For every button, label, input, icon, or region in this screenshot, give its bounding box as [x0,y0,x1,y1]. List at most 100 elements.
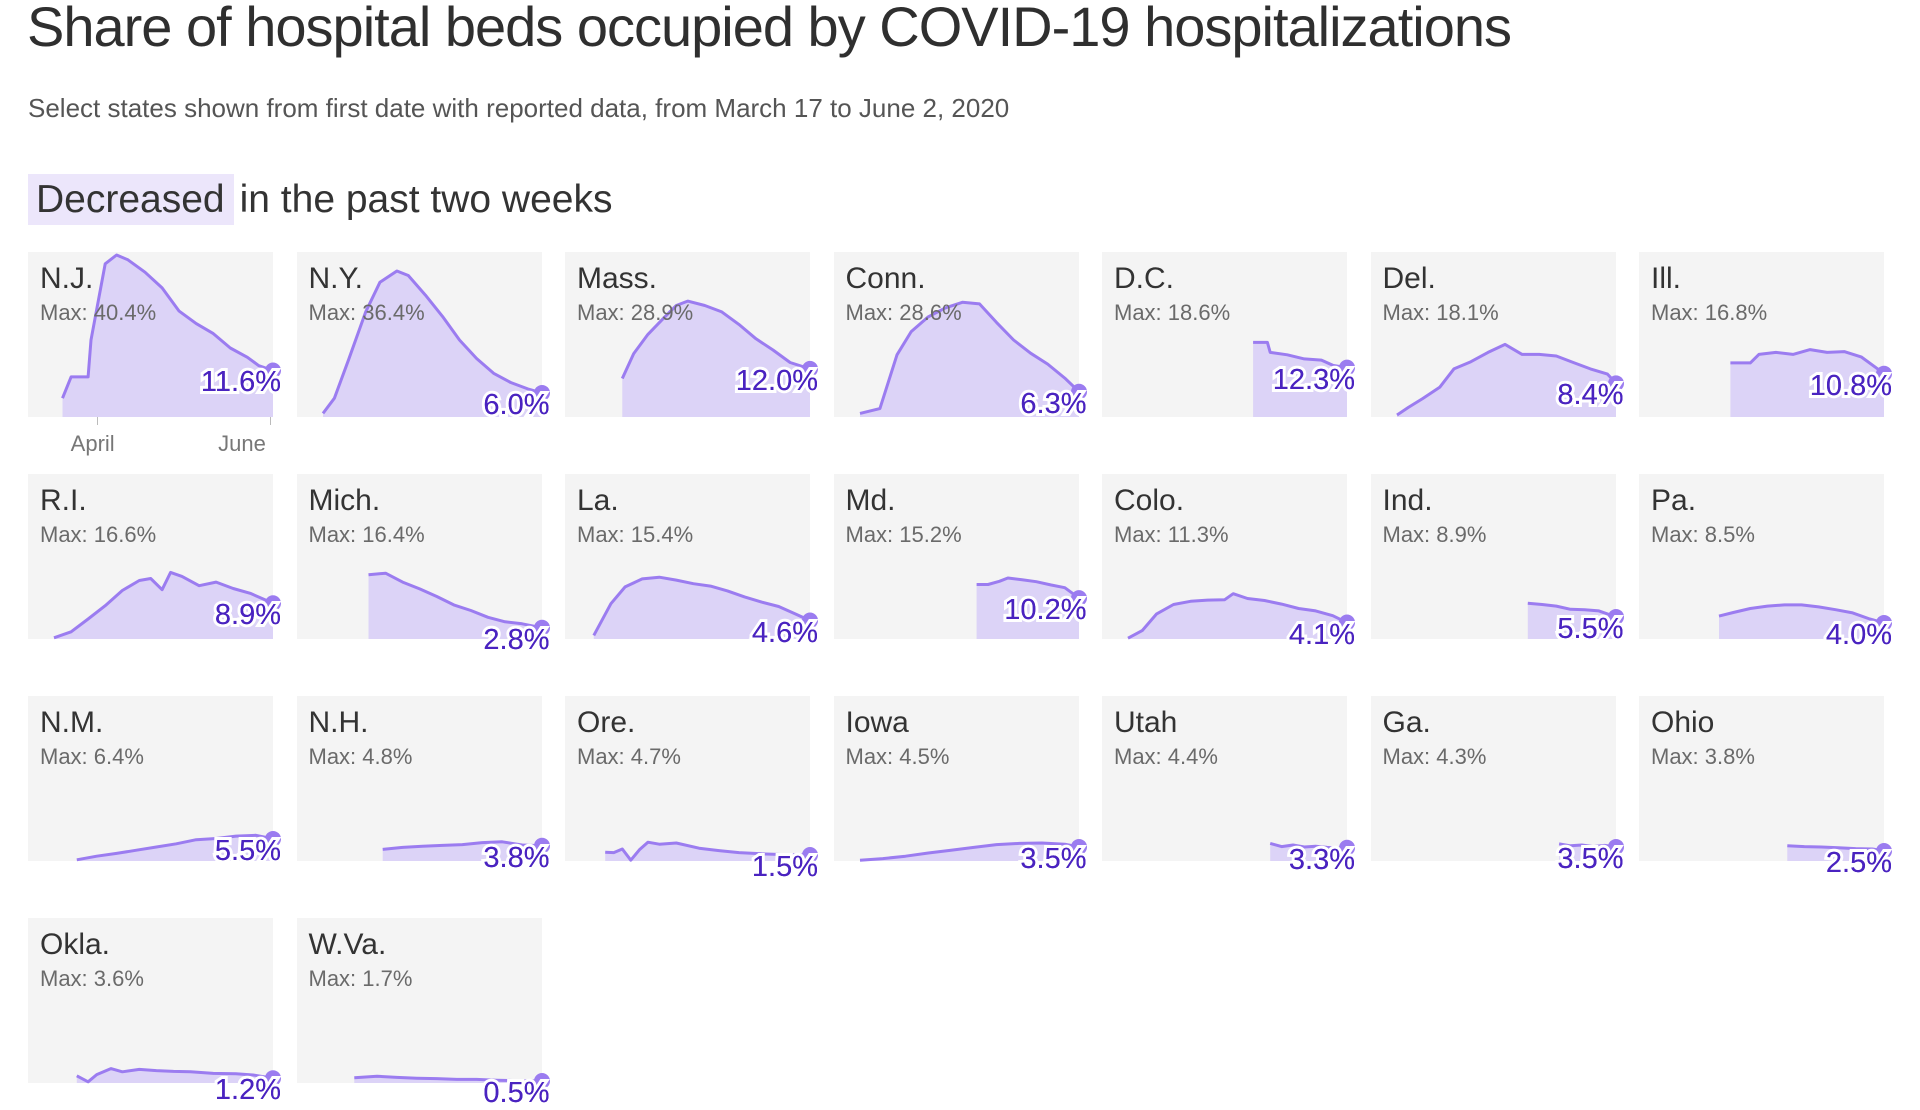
last-value-dot [1070,590,1087,607]
last-value-label: 4.1% [1286,616,1358,654]
last-value-dot [1070,838,1087,855]
state-name: Ohio [1651,706,1715,739]
series-area [1527,603,1616,639]
state-sparkline [367,571,550,639]
last-value-label: 11.6% [198,363,284,401]
state-name: N.J. [40,262,94,295]
state-name: R.I. [40,484,87,517]
state-max-label: Max: 4.3% [1382,744,1487,769]
state-name: N.M. [40,706,104,739]
last-value-label: 6.0% [480,386,552,424]
state-name: Ga. [1382,706,1431,739]
state-sparkline [1787,842,1892,861]
state-name: W.Va. [308,928,387,961]
series-line [76,833,274,862]
series-area [1396,344,1616,417]
series-line [382,840,542,851]
state-panel: Pa. Max: 8.5% 4.0% 4.0% [1639,474,1895,654]
state-panel: D.C. Max: 18.6% 12.3% 12.3% [1102,252,1358,417]
series-area [593,577,810,639]
series-line [859,841,1079,862]
state-max-label: Max: 16.4% [308,522,425,547]
last-value-dot [265,830,281,847]
last-value-label: 8.4% [1554,376,1626,414]
state-panel: Colo. Max: 11.3% 4.1% 4.1% [1102,474,1358,654]
state-name: Md. [845,484,896,517]
section-heading-rest: in the past two weeks [239,178,613,221]
state-sparkline [1253,340,1355,417]
last-value-label: 1.5% [749,848,821,886]
state-panel: Iowa Max: 4.5% 3.5% 3.5% [833,696,1090,878]
last-value-label-text: 8.9% [214,599,281,632]
last-value-label-text: 6.3% [1020,387,1087,420]
last-value-label-text: 3.3% [1288,843,1355,876]
series-line [605,840,811,862]
state-name: Utah [1114,706,1178,739]
last-value-label-text: 11.6% [200,366,281,399]
state-max-label: Max: 8.5% [1651,522,1755,547]
state-name: Iowa [845,706,909,739]
state-max-label: Max: 28.6% [845,300,962,325]
last-value-dot [1876,842,1892,859]
last-value-dot [1607,375,1624,392]
last-value-label: 4.0% [1823,616,1895,654]
state-sparkline [53,570,281,640]
series-line [1527,601,1616,619]
series-area [62,255,273,417]
series-line [53,570,274,640]
state-panel: Ore. Max: 4.7% 1.5% 1.5% [565,696,821,886]
last-value-dot [533,619,550,636]
series-area [859,843,1079,861]
last-value-dot [802,612,818,629]
section-highlight: Decreased [28,174,234,225]
last-value-label-text: 2.5% [1825,846,1892,879]
state-sparkline [382,837,550,861]
series-line [1253,340,1348,370]
last-value-label-text: 12.3% [1272,363,1355,396]
state-name: N.H. [308,706,369,739]
last-value-label-text: 12.0% [735,364,818,397]
series-area [1558,843,1616,861]
series-area [322,271,542,417]
series-area [622,301,810,417]
state-panel: Utah Max: 4.4% 3.3% 3.3% [1102,696,1358,879]
state-max-label: Max: 15.2% [845,522,962,547]
state-sparkline [1730,348,1892,417]
last-value-label: 12.3% [1270,361,1358,399]
series-area [1128,593,1347,639]
state-max-label: Max: 8.9% [1382,522,1487,547]
last-value-dot [1876,365,1892,382]
state-max-label: Max: 11.3% [1114,522,1229,547]
series-line [321,269,542,415]
x-axis-tick [96,417,98,425]
series-line [61,253,274,399]
state-panel: La. Max: 15.4% 4.6% 4.6% [565,474,821,652]
last-value-label: 3.5% [1017,840,1089,878]
last-value-label: 5.5% [212,832,284,870]
state-panel: Del. Max: 18.1% 8.4% 8.4% [1370,252,1627,417]
last-value-dot [802,846,818,863]
series-line [1269,841,1348,850]
last-value-dot [802,360,818,377]
state-sparkline [1558,838,1624,861]
last-value-label-text: 3.5% [1557,842,1624,875]
state-name: Del. [1382,262,1436,295]
last-value-label: 10.2% [1001,591,1089,629]
state-name: Okla. [40,928,111,961]
state-sparkline [859,838,1087,862]
series-line [1730,348,1885,375]
series-line [1787,844,1885,853]
last-value-label-text: 0.5% [483,1076,550,1109]
state-panel: Ohio Max: 3.8% 2.5% 2.5% [1639,696,1895,882]
state-max-label: Max: 28.9% [577,300,694,325]
state-max-label: Max: 18.6% [1114,300,1231,325]
state-panel: Ga. Max: 4.3% 3.5% 3.5% [1370,696,1627,878]
state-sparkline [1127,592,1355,640]
last-value-label-text: 3.5% [1020,842,1087,875]
state-max-label: Max: 16.8% [1651,300,1768,325]
state-panel: Mass. Max: 28.9% 12.0% 12.0% [565,252,821,417]
state-panel: N.M. Max: 6.4% 5.5% 5.5% [28,696,284,870]
state-sparkline [76,830,281,862]
last-value-label: 6.3% [1017,385,1089,423]
state-sparkline [1718,603,1892,639]
